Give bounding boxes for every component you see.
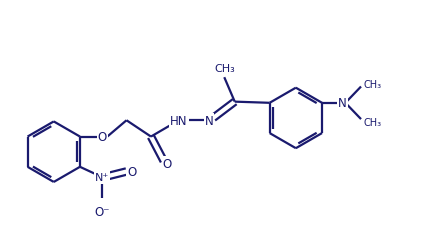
Text: HN: HN (170, 114, 188, 127)
Text: O⁻: O⁻ (94, 205, 110, 218)
Text: O: O (97, 131, 107, 143)
Text: N⁺: N⁺ (95, 173, 109, 182)
Text: CH₃: CH₃ (214, 63, 235, 73)
Text: CH₃: CH₃ (364, 117, 381, 128)
Text: N: N (338, 97, 347, 110)
Text: CH₃: CH₃ (364, 79, 381, 89)
Text: O: O (127, 165, 136, 178)
Text: O: O (162, 158, 172, 171)
Text: N: N (205, 114, 214, 127)
